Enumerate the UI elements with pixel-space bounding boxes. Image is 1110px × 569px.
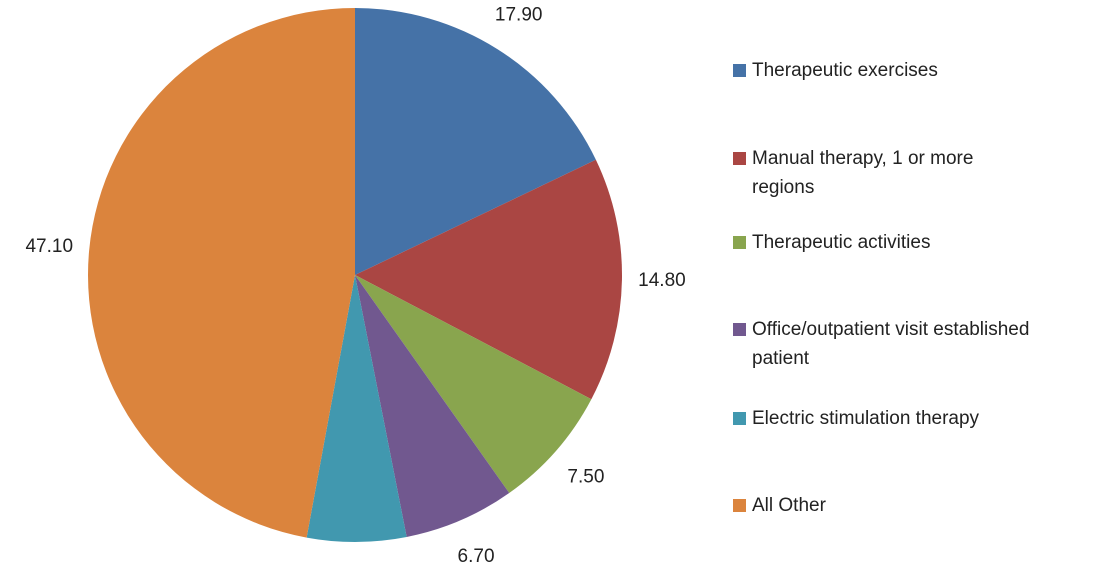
legend-label: Manual therapy, 1 or more regions: [752, 148, 974, 198]
legend-swatch: [733, 323, 746, 336]
legend-swatch: [733, 412, 746, 425]
legend-swatch: [733, 152, 746, 165]
legend-item: Office/outpatient visit established pati…: [733, 315, 1033, 373]
pie-slice: [87, 8, 356, 538]
pie-slice: [355, 159, 622, 400]
pie-slice: [306, 275, 407, 542]
legend-label: Electric stimulation therapy: [752, 408, 980, 429]
data-label: 17.90: [495, 4, 543, 25]
legend-label: Therapeutic exercises: [752, 60, 938, 81]
data-label: 14.80: [638, 270, 686, 291]
pie-slice: [355, 8, 596, 275]
legend-label: Therapeutic activities: [752, 232, 931, 253]
data-label: 47.10: [25, 236, 73, 257]
legend-item: Therapeutic exercises: [733, 56, 1033, 85]
data-label: 6.70: [458, 546, 495, 567]
legend-item: Therapeutic activities: [733, 228, 1033, 257]
legend-swatch: [733, 236, 746, 249]
legend-swatch: [733, 499, 746, 512]
data-label: 7.50: [567, 466, 604, 487]
legend-item: All Other: [733, 491, 1033, 520]
legend-swatch: [733, 64, 746, 77]
legend-item: Electric stimulation therapy: [733, 404, 1033, 433]
legend-item: Manual therapy, 1 or more regions: [733, 144, 1033, 202]
pie-slice: [355, 275, 592, 493]
legend-label: All Other: [752, 495, 826, 516]
pie-slice: [355, 275, 510, 537]
legend-label: Office/outpatient visit established pati…: [752, 319, 1030, 369]
